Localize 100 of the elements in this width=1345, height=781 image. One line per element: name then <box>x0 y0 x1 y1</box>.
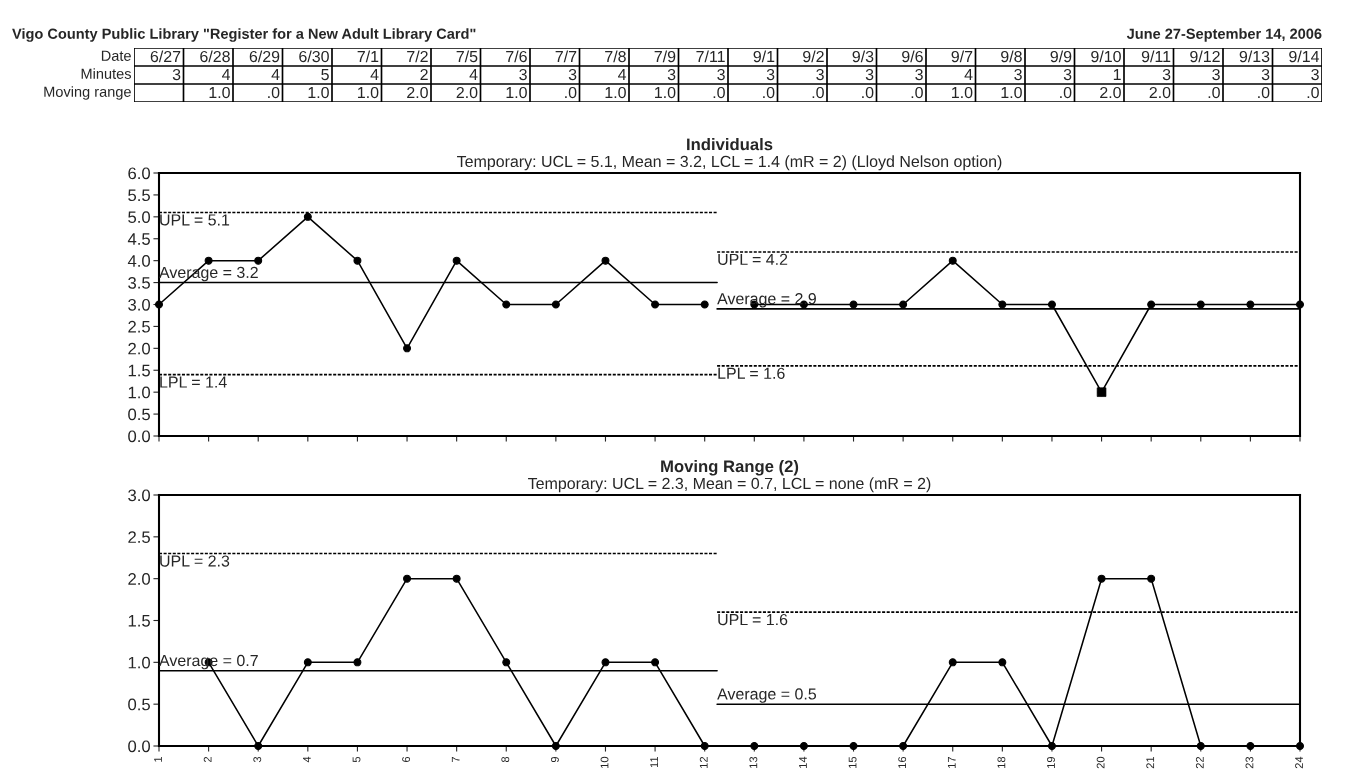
y-tick-label: 3.5 <box>128 276 150 289</box>
category-label: 7/11 <box>696 50 725 63</box>
text: 1.0 <box>1001 86 1022 99</box>
text: 3 <box>1261 68 1270 81</box>
category-label: 7/8 <box>605 50 626 63</box>
category-label: Moving range <box>44 86 131 100</box>
category-label: 6/30 <box>299 50 329 63</box>
text: 1.0 <box>209 86 230 99</box>
text: Date <box>101 50 131 61</box>
text: .0 <box>862 86 874 99</box>
y-tick-label: 5.5 <box>128 189 150 202</box>
text: 3 <box>766 68 775 81</box>
text: 3 <box>1162 68 1171 81</box>
category-label: 9/6 <box>902 50 923 63</box>
text: 2 <box>420 68 428 81</box>
text: 2.0 <box>407 86 428 99</box>
x-tick-label: 13 <box>749 756 758 768</box>
text: 4 <box>964 69 973 81</box>
text: .0 <box>1060 86 1072 99</box>
text: 3 <box>568 68 577 81</box>
y-tick-label: 3.0 <box>128 298 151 311</box>
x-tick-label: 18 <box>997 756 1006 768</box>
text: .0 <box>1258 86 1270 99</box>
y-tick-label: 1.5 <box>128 615 150 627</box>
category-label: 7/1 <box>357 50 379 63</box>
category-label: 7/6 <box>506 50 527 63</box>
y-tick-label: 0.0 <box>128 740 151 753</box>
x-tick-label: 20 <box>1096 756 1105 769</box>
chart-subtitle: Temporary: UCL = 2.3, Mean = 0.7, LCL = none (mR = 2) <box>528 477 931 493</box>
x-tick-label: 4 <box>303 756 311 763</box>
y-tick-label: 2.5 <box>128 320 150 333</box>
text: .0 <box>268 86 280 99</box>
text: .0 <box>1307 86 1319 99</box>
chart-title: Moving Range (2) <box>661 459 799 476</box>
text: Vigo County Public Library "Register for a New Adult Library Card" <box>12 28 476 42</box>
category-label: Minutes <box>81 68 131 79</box>
text: 3 <box>915 68 923 81</box>
x-tick-label: 11 <box>650 756 658 768</box>
text: 3 <box>1311 68 1319 81</box>
text: 2.0 <box>1100 86 1121 99</box>
x-tick-label: 19 <box>1047 756 1055 768</box>
text: 4 <box>271 69 280 81</box>
text: 2.0 <box>456 86 478 99</box>
x-tick-label: 23 <box>1245 756 1254 769</box>
series-label: UPL = 1.6 <box>718 613 788 626</box>
x-tick-label: 22 <box>1195 756 1204 769</box>
text: 4 <box>618 69 627 81</box>
text: 4 <box>370 69 379 81</box>
text: 3 <box>1063 68 1072 81</box>
category-label: 9/12 <box>1190 50 1220 63</box>
y-tick-label: 6.0 <box>128 167 151 180</box>
y-tick-label: 4.0 <box>127 255 151 267</box>
series-label: Average = 0.5 <box>717 688 817 703</box>
y-tick-label: 2.5 <box>128 531 150 544</box>
x-tick-label: 17 <box>947 756 956 768</box>
text: 1.0 <box>655 86 676 99</box>
y-tick-label: 4.5 <box>127 233 150 245</box>
category-label: 6/28 <box>200 50 230 63</box>
x-tick-label: 10 <box>600 756 609 768</box>
text: 3 <box>865 68 874 81</box>
y-tick-label: 0.5 <box>128 408 150 421</box>
text: .0 <box>1208 86 1220 99</box>
category-label: 7/7 <box>555 50 577 63</box>
text: 1.0 <box>506 86 527 99</box>
x-tick-label: 7 <box>451 756 460 763</box>
x-tick-label: 5 <box>352 756 361 763</box>
text: .0 <box>713 86 725 99</box>
text: 3 <box>1014 68 1022 81</box>
category-label: 9/8 <box>1001 50 1022 63</box>
y-tick-label: 0.0 <box>128 430 151 443</box>
category-label: 6/27 <box>150 50 181 63</box>
text: 3 <box>519 68 527 81</box>
x-tick-label: 9 <box>550 756 559 763</box>
category-label: 9/10 <box>1091 50 1121 63</box>
y-tick-label: 2.0 <box>128 573 151 585</box>
category-label: 6/29 <box>249 50 280 63</box>
text: 3 <box>1212 68 1220 81</box>
series-label: LPL = 1.4 <box>160 376 227 388</box>
category-label: 7/5 <box>456 50 478 63</box>
text: .0 <box>812 86 824 99</box>
text: 3 <box>172 68 181 81</box>
text: 1.0 <box>308 86 329 99</box>
category-label: 9/9 <box>1050 50 1072 63</box>
text: 1.0 <box>358 86 379 99</box>
text: 1.0 <box>605 86 626 99</box>
x-tick-label: 12 <box>699 756 708 768</box>
text: 5 <box>321 69 329 81</box>
y-tick-label: 2.0 <box>128 342 151 355</box>
text: 2.0 <box>1149 86 1171 99</box>
x-tick-label: 3 <box>253 756 262 763</box>
category-label: 7/9 <box>654 50 676 63</box>
x-tick-label: 15 <box>848 756 857 768</box>
y-tick-label: 1.0 <box>128 656 151 669</box>
series-label: UPL = 2.3 <box>160 555 230 567</box>
text: 3 <box>816 68 824 81</box>
text: .0 <box>565 86 577 99</box>
category-label: 9/13 <box>1239 50 1270 63</box>
x-tick-label: 14 <box>799 756 807 768</box>
text: 4 <box>222 69 231 81</box>
x-tick-label: 6 <box>402 756 411 763</box>
